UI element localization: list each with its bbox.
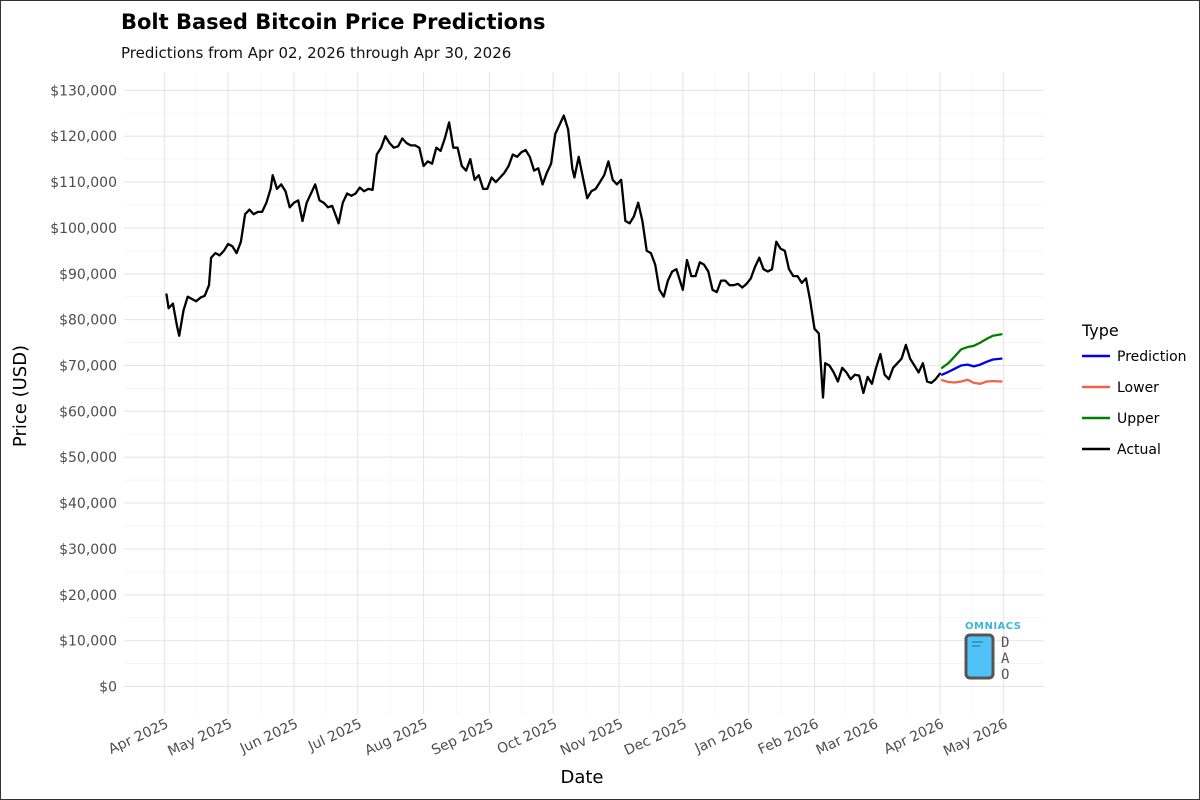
legend-label-actual: Actual [1117,442,1161,458]
legend-label-prediction: Prediction [1117,349,1187,365]
x-tick-label: May 2026 [941,716,1010,760]
y-tick-label: $120,000 [50,129,117,145]
legend: Type Prediction Lower Upper Actual [1081,321,1187,458]
x-tick-label: Oct 2025 [495,716,560,758]
y-tick-label: $20,000 [59,588,117,604]
y-axis-label: Price (USD) [10,345,31,447]
y-tick-label: $90,000 [59,267,117,283]
logo-wordmark: OMNIACS [965,621,1022,632]
x-tick-label: Apr 2025 [106,716,171,758]
x-tick-label: May 2025 [165,716,234,760]
series-line-lower [940,378,1003,385]
x-tick-label: Feb 2026 [756,716,822,758]
x-tick-label: Jun 2025 [237,716,301,757]
x-tick-label: Mar 2026 [814,716,881,759]
legend-label-lower: Lower [1117,380,1159,396]
y-tick-label: $70,000 [59,358,117,374]
y-tick-label: $50,000 [59,450,117,466]
y-axis-ticks: $0 $10,000 $20,000 $30,000 $40,000 $50,000 $60… [50,83,117,695]
y-tick-label: $100,000 [50,221,117,237]
x-tick-label: Sep 2025 [429,716,496,759]
y-tick-label: $30,000 [59,542,117,558]
y-tick-label: $110,000 [50,175,117,191]
logo-dao-letter-a: A [1001,651,1010,667]
y-tick-label: $130,000 [50,83,117,99]
series-layer [165,114,1003,399]
major-gridlines [124,72,1044,714]
x-tick-label: Jan 2026 [692,716,756,757]
minor-gridlines [124,72,1044,714]
x-axis-label: Date [560,767,603,788]
series-line-prediction [940,357,1003,376]
logo-dao-letter-o: O [1001,667,1009,683]
legend-label-upper: Upper [1117,411,1160,427]
x-tick-label: Aug 2025 [362,716,430,759]
x-tick-label: Nov 2025 [558,716,626,759]
legend-title: Type [1081,321,1119,340]
x-tick-label: Jul 2025 [305,716,364,755]
chart-title: Bolt Based Bitcoin Price Predictions [121,10,546,34]
omniacs-dao-logo: OMNIACS D A O [964,621,1022,683]
y-tick-label: $40,000 [59,496,117,512]
y-tick-label: $80,000 [59,313,117,329]
logo-dao-letter-d: D [1001,635,1009,651]
x-tick-label: Dec 2025 [622,716,690,759]
y-tick-label: $10,000 [59,634,117,650]
y-tick-label: $60,000 [59,404,117,420]
series-line-upper [940,333,1003,369]
chart-subtitle: Predictions from Apr 02, 2026 through Ap… [121,44,511,62]
y-tick-label: $0 [99,679,117,695]
series-line-actual [165,114,942,399]
x-tick-label: Apr 2026 [882,716,947,758]
phone-icon [964,633,995,680]
phone-screen-icon [972,641,983,647]
